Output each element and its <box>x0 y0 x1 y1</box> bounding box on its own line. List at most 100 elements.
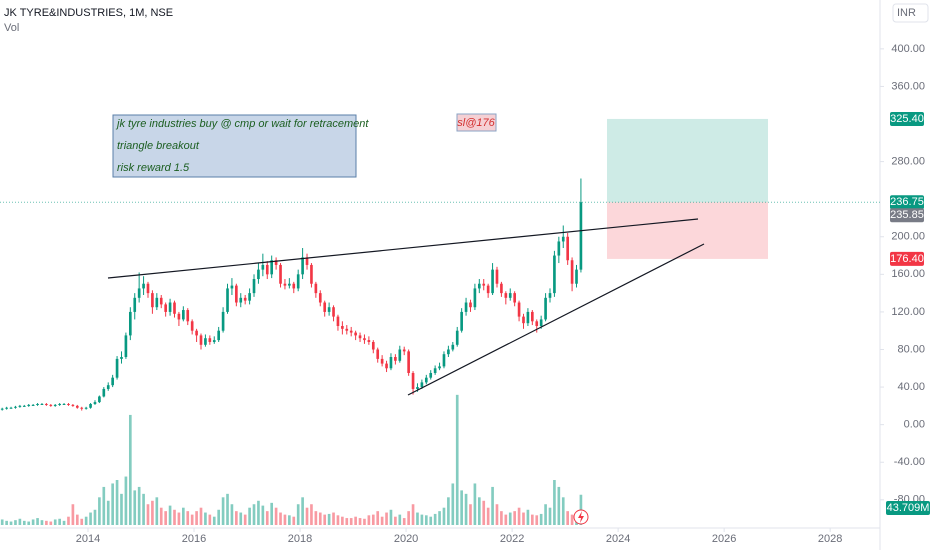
candle-body <box>243 297 247 301</box>
volume-bar <box>164 511 167 525</box>
candle-body <box>133 297 137 312</box>
stop-note: sl@176 <box>457 117 495 129</box>
candle-body <box>380 358 384 364</box>
candle-body <box>544 297 547 320</box>
candle-body <box>341 326 344 329</box>
volume-bar <box>106 500 110 525</box>
volume-bar <box>314 511 318 525</box>
volume-bar <box>133 490 137 525</box>
candle-body <box>376 349 380 359</box>
candle-body <box>5 407 8 409</box>
candle-body <box>288 283 291 286</box>
volume-bar <box>5 520 8 525</box>
note-text: risk reward 1.5 <box>117 162 190 174</box>
volume-bar <box>31 519 35 525</box>
volume-bar <box>288 515 291 525</box>
volume-bar <box>495 504 499 525</box>
candle-body <box>248 293 251 301</box>
candle-body <box>442 354 446 367</box>
candle-body <box>283 283 287 286</box>
price-label-box <box>890 251 924 266</box>
candle-body <box>115 358 119 378</box>
volume-bar <box>327 513 331 525</box>
volume-bar <box>221 497 225 525</box>
candle-body <box>142 283 145 289</box>
volume-bar <box>367 515 371 525</box>
candle-body <box>473 288 477 308</box>
price-label-box <box>890 208 924 223</box>
candle-body <box>491 269 494 294</box>
volume-bar <box>477 497 481 525</box>
candle-body <box>323 302 327 312</box>
candle-body <box>482 283 486 286</box>
candle-body <box>561 236 565 242</box>
candle-body <box>579 202 583 270</box>
volume-bar <box>212 516 216 525</box>
candle-body <box>553 255 556 294</box>
candle-body <box>120 357 123 359</box>
volume-label-box <box>886 501 930 515</box>
candle-body <box>451 344 455 350</box>
y-tick-label: 280.00 <box>891 156 925 168</box>
volume-bar <box>424 515 428 525</box>
candle-body <box>128 311 132 336</box>
candle-body <box>327 307 331 312</box>
volume-bar <box>442 507 446 525</box>
y-tick-label: 160.00 <box>891 268 925 280</box>
volume-bar <box>186 511 190 525</box>
candle-body <box>460 311 463 331</box>
volume-bar <box>177 512 181 525</box>
candle-body <box>305 257 309 265</box>
volume-bar <box>526 509 530 525</box>
volume-bar <box>389 509 393 525</box>
note-text: triangle breakout <box>117 140 200 152</box>
candle-body <box>477 283 481 289</box>
candle-body <box>111 377 114 386</box>
volume-bar <box>84 516 88 525</box>
volume-bar <box>385 512 388 525</box>
volume-bar <box>261 505 265 525</box>
candle-body <box>349 330 353 333</box>
volume-bar <box>265 511 269 525</box>
x-tick-label: 2020 <box>394 533 418 545</box>
candle-body <box>252 279 256 294</box>
volume-bar <box>190 514 194 525</box>
volume-bar <box>544 504 547 525</box>
candle-body <box>137 288 141 298</box>
candle-body <box>279 264 282 284</box>
volume-bar <box>433 513 437 525</box>
candle-body <box>177 313 181 320</box>
volume-bar <box>146 504 150 525</box>
volume-bar <box>508 512 512 525</box>
volume-bar <box>548 507 552 525</box>
x-tick-label: 2026 <box>712 533 736 545</box>
volume-bar <box>486 507 490 525</box>
candle-body <box>235 285 238 303</box>
candle-body <box>513 293 516 303</box>
volume-bar <box>168 505 172 525</box>
y-tick-label: 40.00 <box>897 381 925 393</box>
candle-body <box>447 349 450 355</box>
volume-bar <box>115 480 119 525</box>
candle-body <box>301 257 304 275</box>
volume-bar <box>18 518 22 525</box>
candle-body <box>575 269 578 284</box>
candle-body <box>336 316 340 327</box>
candle-body <box>84 407 88 409</box>
candle-body <box>199 335 203 345</box>
currency-box[interactable] <box>892 3 929 23</box>
volume-title: Vol <box>4 22 19 34</box>
volume-bar <box>62 520 66 525</box>
candle-body <box>570 260 574 284</box>
lower-trendline <box>407 243 705 396</box>
volume-bar <box>22 520 26 525</box>
volume-bar <box>500 511 503 525</box>
y-tick-label: 80.00 <box>897 343 925 355</box>
volume-bar <box>301 497 304 525</box>
volume-bar <box>354 516 357 525</box>
volume-bar <box>482 500 486 525</box>
volume-bar <box>451 483 455 525</box>
volume-bar <box>455 394 459 525</box>
